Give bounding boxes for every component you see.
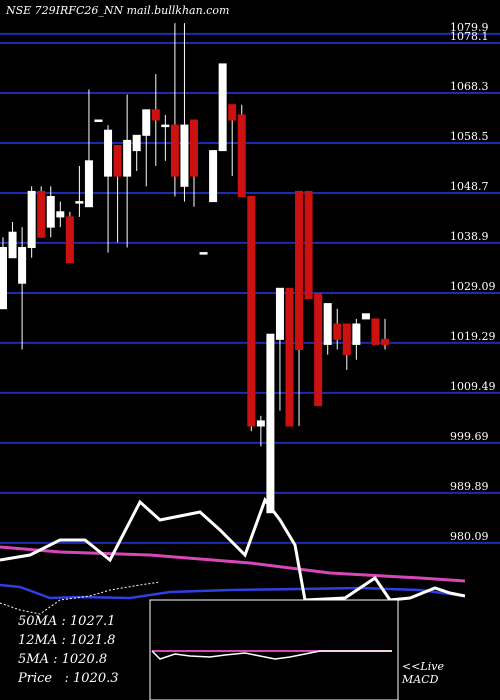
candle-body: [237, 114, 246, 198]
candle-body: [123, 139, 132, 177]
candle-body: [209, 150, 218, 203]
y-tick-label: 1019.29: [450, 330, 496, 343]
ma-12-row: 12MA : 1021.8: [18, 633, 116, 648]
candle-body: [84, 160, 93, 208]
candle-body: [37, 190, 46, 238]
macd-line: [151, 650, 392, 660]
candle-body: [190, 119, 198, 177]
candle-body: [65, 216, 74, 264]
ma-12-label: 12MA: [18, 633, 58, 648]
y-tick-label: 1079.9: [450, 21, 489, 34]
y-tick-label: 1068.3: [450, 80, 489, 93]
candle-body: [75, 201, 84, 204]
candle-body: [218, 63, 227, 152]
candle-body: [285, 287, 294, 427]
candle-body: [113, 145, 122, 177]
ma-50-row: 50MA : 1027.1: [18, 614, 116, 629]
candle-body: [266, 333, 275, 514]
ma-12-value: 1021.8: [69, 633, 116, 648]
candle-body: [333, 323, 342, 340]
ma-5-line: [0, 496, 466, 602]
ma-12-line: [0, 583, 466, 600]
candle-body: [361, 313, 370, 320]
candle-body: [27, 190, 36, 249]
y-tick-label: 980.09: [450, 530, 489, 543]
y-tick-label: 999.69: [450, 430, 489, 443]
candle-body: [104, 129, 113, 177]
y-tick-label: 1058.5: [450, 130, 489, 143]
candle-body: [46, 196, 55, 228]
moving-average-legend: 50MA : 1027.1 12MA : 1021.8 5MA : 1020.8…: [18, 612, 138, 688]
candle-body: [94, 119, 103, 123]
candle-body: [371, 318, 380, 345]
candles-layer: [0, 23, 389, 514]
price-row: Price : 1020.3: [18, 671, 119, 686]
candle-body: [18, 247, 27, 284]
candle-body: [304, 190, 313, 300]
macd-panel: [149, 599, 399, 700]
candle-body: [8, 231, 17, 259]
y-tick-label: 1048.7: [450, 180, 489, 193]
candle-body: [228, 104, 237, 121]
candle-body: [352, 323, 361, 345]
candle-body: [142, 109, 151, 136]
candle-body: [132, 134, 141, 152]
candle-body: [256, 420, 265, 427]
candle-body: [0, 247, 7, 310]
candle-body: [56, 211, 65, 218]
price-label: Price: [18, 671, 53, 686]
chart-title: NSE 729IRFC26_NN mail.bullkhan.com: [6, 4, 230, 17]
candle-body: [161, 124, 170, 128]
candle-body: [151, 109, 160, 121]
indicator-layer: [0, 496, 466, 615]
candle-body: [180, 124, 189, 187]
y-tick-label: 1029.09: [450, 280, 496, 293]
ma-50-line: [0, 545, 466, 583]
y-tick-label: 1038.9: [450, 230, 489, 243]
candle-body: [170, 124, 179, 177]
ma-5-value: 1020.8: [61, 652, 108, 667]
candle-body: [275, 287, 284, 340]
volume-trace: [0, 581, 161, 615]
ma-5-label: 5MA: [18, 652, 49, 667]
macd-live-label: <<Live MACD: [402, 660, 444, 686]
candle-body: [199, 252, 208, 255]
candle-body: [247, 196, 256, 427]
price-value: 1020.3: [73, 671, 119, 686]
ma-5-row: 5MA : 1020.8: [18, 652, 108, 667]
candle-body: [342, 323, 351, 356]
y-tick-label: 1078.1: [450, 30, 489, 43]
ma-50-label: 50MA: [18, 614, 58, 629]
candle-body: [295, 190, 304, 351]
candle-body: [323, 303, 332, 345]
ma-50-value: 1027.1: [69, 614, 116, 629]
y-tick-label: 989.89: [450, 480, 489, 493]
candle-body: [381, 338, 389, 345]
y-tick-label: 1009.49: [450, 380, 496, 393]
candle-body: [314, 292, 323, 407]
